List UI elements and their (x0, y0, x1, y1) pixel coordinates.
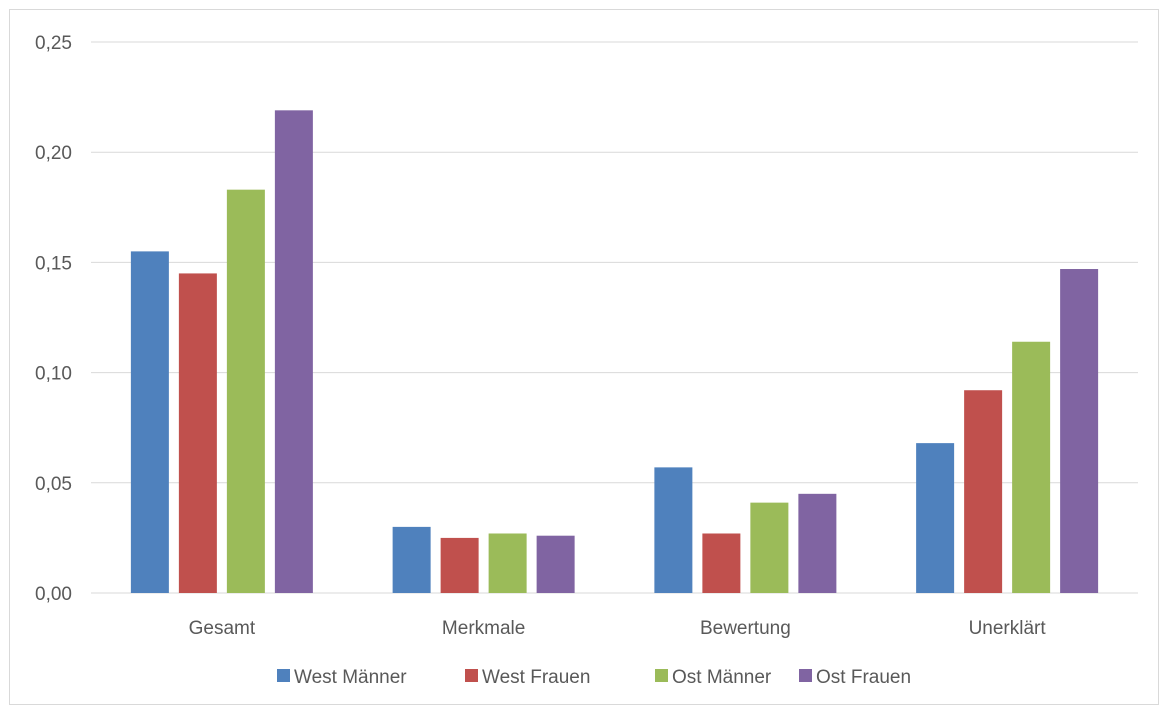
legend-swatch (799, 669, 812, 682)
bar (1060, 269, 1099, 593)
legend-swatch (465, 669, 478, 682)
bar (916, 443, 955, 593)
bar (178, 273, 217, 593)
y-tick-label: 0,05 (35, 474, 72, 495)
legend-label: West Frauen (482, 667, 590, 688)
legend-label: Ost Frauen (816, 667, 911, 688)
x-axis-labels: Gesamt Merkmale Bewertung Unerklärt (189, 618, 1047, 639)
legend: West Männer West Frauen Ost Männer Ost Frau… (277, 667, 911, 688)
y-tick-label: 0,20 (35, 143, 72, 164)
bar (274, 110, 313, 593)
bar (536, 535, 575, 593)
bar (488, 533, 527, 593)
y-tick-label: 0,00 (35, 584, 72, 605)
bar (798, 493, 837, 593)
gridlines (91, 41, 1138, 594)
bar (750, 502, 789, 593)
x-category-label: Merkmale (442, 618, 525, 639)
legend-label: West Männer (294, 667, 407, 688)
x-category-label: Bewertung (700, 618, 791, 639)
bars (130, 110, 1099, 593)
legend-label: Ost Männer (672, 667, 772, 688)
bar (392, 526, 431, 593)
legend-swatch (655, 669, 668, 682)
bar (1012, 341, 1051, 593)
legend-swatch (277, 669, 290, 682)
x-category-label: Gesamt (189, 618, 256, 639)
x-category-label: Unerklärt (969, 618, 1047, 639)
bar (130, 251, 169, 593)
bar (440, 537, 479, 593)
y-axis-ticks: 0,00 0,05 0,10 0,15 0,20 0,25 (35, 33, 72, 605)
bar (702, 533, 741, 593)
y-tick-label: 0,15 (35, 253, 72, 274)
bar (964, 390, 1003, 593)
y-tick-label: 0,25 (35, 33, 72, 54)
bar (654, 467, 693, 593)
y-tick-label: 0,10 (35, 364, 72, 385)
bar (226, 189, 265, 593)
